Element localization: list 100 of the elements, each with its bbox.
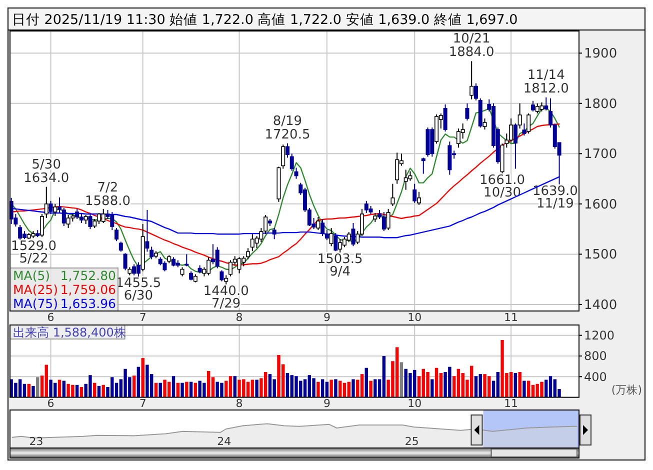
candlestick xyxy=(465,102,470,121)
bar xyxy=(303,379,307,398)
candlestick xyxy=(395,152,400,184)
candlestick xyxy=(145,209,150,252)
candlestick xyxy=(44,186,48,218)
candlestick xyxy=(329,228,334,247)
bar xyxy=(518,372,522,398)
bar xyxy=(154,382,158,398)
bar xyxy=(360,374,364,398)
bar xyxy=(44,364,48,398)
candlestick xyxy=(172,256,176,267)
bar xyxy=(75,384,79,398)
candlestick xyxy=(404,169,408,190)
candlestick xyxy=(474,82,478,101)
candlestick xyxy=(416,191,421,206)
bar xyxy=(364,368,368,398)
candlestick xyxy=(237,256,242,274)
bar xyxy=(294,376,298,398)
bar xyxy=(308,375,312,398)
bar xyxy=(374,379,377,398)
candlestick xyxy=(215,246,220,269)
candlestick xyxy=(75,208,80,220)
annotation: 1503.5 9/4 xyxy=(317,252,363,280)
bar xyxy=(228,376,232,398)
bar xyxy=(320,379,324,398)
bar xyxy=(544,380,548,398)
candlestick xyxy=(294,167,298,180)
candlestick xyxy=(48,200,53,214)
candlestick xyxy=(88,213,92,230)
candlestick xyxy=(544,96,548,111)
candlestick xyxy=(272,228,276,240)
annotation: 5/30 1634.0 xyxy=(24,157,70,186)
bar xyxy=(531,384,535,398)
text: MA(75) xyxy=(13,296,58,311)
candlestick xyxy=(189,270,194,281)
bar xyxy=(474,376,478,398)
x-tick-label: 7 xyxy=(139,397,146,410)
candlestick xyxy=(184,254,189,267)
candlestick xyxy=(522,122,526,136)
x-tick-label: 25 xyxy=(404,435,419,448)
x-tick-label: 8 xyxy=(236,311,243,324)
candlestick xyxy=(530,100,535,112)
candlestick xyxy=(518,102,522,130)
x-tick-label: 9 xyxy=(323,397,330,410)
bar xyxy=(102,384,105,398)
bar xyxy=(268,374,272,398)
x-tick-label: 11 xyxy=(504,311,518,324)
candlestick xyxy=(180,266,184,277)
bar xyxy=(526,380,530,398)
bar xyxy=(32,386,35,398)
bar xyxy=(522,380,526,398)
bar xyxy=(264,372,268,398)
y-tick-label: 1200 xyxy=(584,328,615,343)
candlestick xyxy=(334,232,338,252)
candlestick xyxy=(62,207,66,227)
y-tick-label: 1900 xyxy=(584,46,618,62)
bar xyxy=(369,380,372,398)
candlestick xyxy=(66,214,70,229)
bar xyxy=(540,382,544,398)
candlestick xyxy=(535,102,540,114)
annotation: 11/14 1812.0 xyxy=(523,68,569,96)
x-tick-label: 7 xyxy=(139,311,146,324)
bar xyxy=(456,368,460,398)
bar xyxy=(194,382,198,398)
bar xyxy=(172,376,176,398)
bar xyxy=(509,372,513,398)
annotation: 1661.0 10/30 xyxy=(480,172,526,200)
bar xyxy=(58,380,62,398)
bar xyxy=(312,378,316,398)
bar xyxy=(548,376,552,398)
candlestick xyxy=(150,246,154,260)
candlestick xyxy=(482,118,487,130)
candlestick xyxy=(386,208,390,231)
candlestick xyxy=(110,211,114,231)
bar xyxy=(338,380,342,398)
candlestick xyxy=(132,264,136,276)
candlestick xyxy=(470,60,474,100)
bar xyxy=(233,376,236,398)
annotation: 1639.0 11/19 xyxy=(532,184,578,212)
candlestick xyxy=(101,208,106,224)
candlestick xyxy=(421,157,426,174)
bar xyxy=(316,382,320,398)
y-tick-label: 1800 xyxy=(584,96,618,112)
x-tick-label: 23 xyxy=(29,435,44,448)
candlestick xyxy=(79,212,84,224)
bar xyxy=(189,382,193,398)
candlestick xyxy=(390,183,395,206)
candlestick xyxy=(412,183,417,204)
annotation: 出来高 1,588,400株 xyxy=(13,326,126,340)
candlestick xyxy=(373,212,378,223)
x-tick-label: 10 xyxy=(408,397,422,410)
candlestick xyxy=(540,102,544,112)
bar xyxy=(250,380,254,398)
candlestick xyxy=(136,262,140,278)
bar xyxy=(27,384,30,398)
bar xyxy=(132,376,136,398)
bar xyxy=(277,354,280,398)
chart-title: 日付 2025/11/19 11:30 始値 1,722.0 高値 1,722.0 安値 1,639.0 終値 1,697.0 xyxy=(12,12,518,28)
bar xyxy=(36,377,40,398)
annotation: 1440.0 7/29 xyxy=(203,284,249,312)
